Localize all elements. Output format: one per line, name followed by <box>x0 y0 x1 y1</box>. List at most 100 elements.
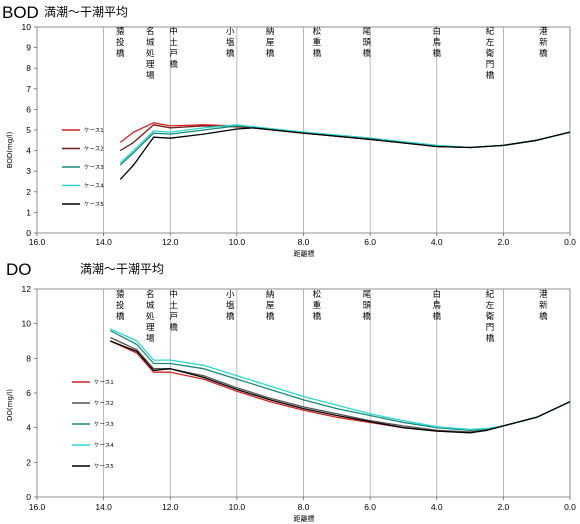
bod-legend-label: ケース2 <box>84 146 104 153</box>
bod-series-line <box>119 124 571 164</box>
bod-bridge-label: 松重橋 <box>313 26 322 59</box>
bod-y-tick-label: 6 <box>26 104 31 114</box>
bod-x-tick-label: 4.0 <box>431 237 443 247</box>
do-x-tick-label: 8.0 <box>298 502 310 512</box>
do-y-axis-label: DO(mg/l) <box>6 389 14 421</box>
do-y-ticks: 0 2 4 6 8 10 12 <box>22 284 37 502</box>
do-bridge-label: 名城処理場 <box>146 289 155 344</box>
do-bridge-label: 紀左衛門橋 <box>486 289 495 344</box>
do-x-tick-label: 12.0 <box>162 502 179 512</box>
do-x-tick-label: 6.0 <box>364 502 376 512</box>
do-bridge-name: 小塩橋 <box>226 289 235 322</box>
do-bridge-label: 中土戸橋 <box>169 289 178 333</box>
bod-bridge-label: 港新橋 <box>539 26 548 59</box>
bod-x-tick-label: 0.0 <box>564 237 576 247</box>
bod-bridge-label: 猿投橋 <box>116 26 125 59</box>
do-bridge-label: 松重橋 <box>313 289 322 322</box>
bod-legend-label: ケース1 <box>84 127 104 134</box>
do-bridge-name: 名城処理場 <box>146 289 155 344</box>
do-x-tick-label: 14.0 <box>95 502 112 512</box>
bod-bridge-name: 猿投橋 <box>116 26 125 59</box>
bod-x-axis-label: 距離標 <box>294 249 315 258</box>
bod-chart-title: BOD <box>2 3 39 22</box>
do-bridge-labels: 猿投橋 名城処理場 中土戸橋 小塩橋 納屋橋 松重橋 尾頭橋 白鳥橋 紀左衛門橋 港新橋 <box>116 289 548 344</box>
do-x-axis-label: 距離標 <box>294 514 315 523</box>
bod-chart-subtitle: 満潮～干潮平均 <box>44 4 128 19</box>
bod-y-tick-label: 2 <box>26 187 31 197</box>
bod-chart: BOD 満潮～干潮平均 BOD(mg/l) 距離標 0 1 2 3 4 5 6 7 8 9 10 1… <box>2 3 576 258</box>
bod-bridge-label: 小塩橋 <box>226 26 235 59</box>
bod-bridge-name: 小塩橋 <box>226 26 235 59</box>
bod-x-tick-label: 2.0 <box>497 237 509 247</box>
bod-x-tick-label: 10.0 <box>229 237 246 247</box>
bod-bridge-label: 紀左衛門橋 <box>486 26 495 81</box>
do-series-line <box>110 340 571 434</box>
bod-series-line <box>119 127 571 180</box>
bod-bridge-name: 紀左衛門橋 <box>486 26 495 81</box>
do-bridge-name: 港新橋 <box>539 289 548 322</box>
bod-series <box>119 122 571 180</box>
do-bridge-label: 白鳥橋 <box>432 289 441 322</box>
do-bridge-name: 白鳥橋 <box>432 289 441 322</box>
bod-series-line <box>119 124 571 152</box>
do-bridge-label: 尾頭橋 <box>363 290 372 322</box>
do-chart-title: DO <box>6 260 32 279</box>
bod-legend-label: ケース4 <box>84 183 104 190</box>
bod-bridge-label: 中土戸橋 <box>169 26 178 70</box>
bod-x-tick-label: 16.0 <box>29 237 46 247</box>
bod-y-tick-label: 4 <box>26 146 31 156</box>
do-y-tick-label: 2 <box>26 457 31 467</box>
bod-x-tick-label: 12.0 <box>162 237 179 247</box>
bod-bridge-label: 名城処理場 <box>146 26 155 81</box>
bod-y-tick-label: 1 <box>26 207 31 217</box>
do-series-line <box>109 330 571 431</box>
do-x-tick-label: 0.0 <box>564 502 576 512</box>
bod-x-tick-label: 14.0 <box>95 237 112 247</box>
bod-legend: ケース1 ケース2 ケース3 ケース4 ケース5 <box>62 127 104 208</box>
do-bridge-label: 納屋橋 <box>266 289 275 322</box>
do-legend-label: ケース1 <box>94 379 114 386</box>
bod-bridge-name: 尾頭橋 <box>363 27 372 59</box>
do-y-tick-label: 10 <box>22 319 32 329</box>
do-series <box>109 328 571 434</box>
do-legend: ケース1 ケース2 ケース3 ケース4 ケース5 <box>72 379 114 470</box>
do-bridge-name: 猿投橋 <box>116 289 125 322</box>
bod-y-axis-label: BOD(mg/l) <box>6 131 14 168</box>
bod-bridge-name: 白鳥橋 <box>432 26 441 59</box>
do-legend-label: ケース2 <box>94 400 114 407</box>
do-y-tick-label: 8 <box>26 353 31 363</box>
bod-y-tick-label: 0 <box>26 228 31 238</box>
do-bridge-label: 港新橋 <box>539 289 548 322</box>
do-chart-subtitle: 満潮～干潮平均 <box>80 261 164 276</box>
do-x-tick-label: 4.0 <box>431 502 443 512</box>
do-bridge-name: 紀左衛門橋 <box>486 289 495 344</box>
bod-y-ticks: 0 1 2 3 4 5 6 7 8 9 10 <box>22 22 37 238</box>
do-y-tick-label: 0 <box>26 492 31 502</box>
bod-x-tick-label: 8.0 <box>298 237 310 247</box>
bod-bridge-labels: 猿投橋 名城処理場 中土戸橋 小塩橋 納屋橋 松重橋 尾頭橋 白鳥橋 紀左衛門橋 港新橋 <box>116 26 548 81</box>
do-bridge-name: 納屋橋 <box>266 289 275 322</box>
bod-bridge-label: 尾頭橋 <box>363 27 372 59</box>
bod-bridge-name: 港新橋 <box>539 26 548 59</box>
do-x-tick-label: 16.0 <box>29 502 46 512</box>
bod-y-tick-label: 5 <box>26 125 31 135</box>
do-series-line <box>110 328 571 431</box>
do-gridlines <box>103 289 504 497</box>
bod-y-tick-label: 7 <box>26 84 31 94</box>
do-legend-label: ケース3 <box>94 421 114 428</box>
do-x-ticks: 16.0 14.0 12.0 10.0 8.0 6.0 4.0 2.0 0.0 <box>29 497 576 512</box>
do-chart: DO 満潮～干潮平均 DO(mg/l) 距離標 0 2 4 6 8 10 12 16.0 14… <box>6 260 576 523</box>
do-bridge-name: 尾頭橋 <box>363 290 372 322</box>
bod-bridge-name: 中土戸橋 <box>169 26 178 70</box>
bod-bridge-label: 納屋橋 <box>266 26 275 59</box>
bod-y-tick-label: 10 <box>22 22 32 32</box>
do-bridge-label: 猿投橋 <box>116 289 125 322</box>
do-bridge-name: 中土戸橋 <box>169 289 178 333</box>
do-bridge-name: 松重橋 <box>313 289 322 322</box>
bod-legend-label: ケース5 <box>84 201 104 208</box>
bod-x-tick-label: 6.0 <box>364 237 376 247</box>
do-x-tick-label: 2.0 <box>497 502 509 512</box>
bod-bridge-label: 白鳥橋 <box>432 26 441 59</box>
bod-gridlines <box>103 27 504 233</box>
